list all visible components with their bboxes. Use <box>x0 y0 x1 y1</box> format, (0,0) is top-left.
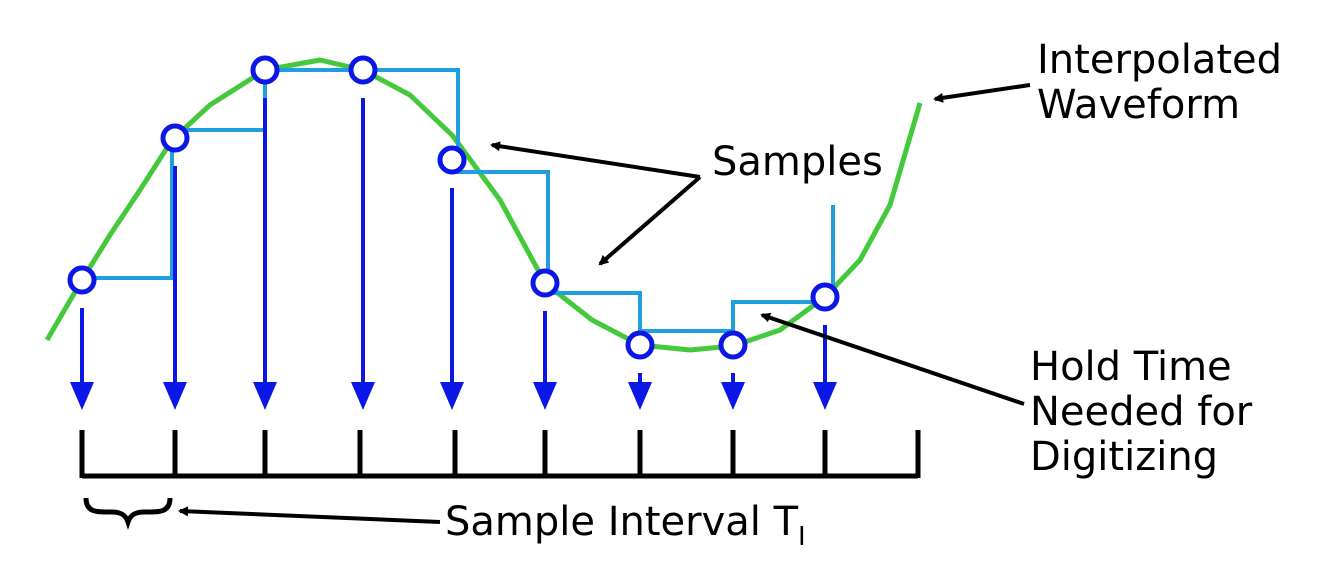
interval-brace <box>83 497 173 530</box>
sample-arrow-head <box>253 382 277 410</box>
samples-label: Samples <box>712 139 883 185</box>
hold-label-line2: Needed for <box>1030 389 1253 435</box>
sample-arrow-head <box>440 382 464 410</box>
sample-point <box>67 265 97 295</box>
waveform-pointer-arrow <box>933 83 1031 103</box>
sample-point <box>437 145 467 175</box>
sample-arrows <box>70 98 837 410</box>
sample-arrow-head <box>70 382 94 410</box>
sample-points <box>67 55 840 360</box>
sample-point <box>250 55 280 85</box>
sample-arrow-head <box>533 382 557 410</box>
sample-arrow-head <box>163 382 187 410</box>
hold-label-line3: Digitizing <box>1030 434 1218 480</box>
interval-pointer-arrow <box>178 506 441 524</box>
interpolated-label-line2: Waveform <box>1037 82 1240 128</box>
sample-and-hold-steps <box>82 68 835 333</box>
sample-arrow-head <box>351 382 375 410</box>
sample-point <box>718 330 748 360</box>
sample-interval-main: Sample Interval T <box>445 499 799 545</box>
sample-interval-ruler <box>79 430 921 479</box>
sample-point <box>160 123 190 153</box>
sample-arrow-head <box>813 382 837 410</box>
sample-point <box>530 268 560 298</box>
hold-label-line1: Hold Time <box>1030 344 1232 390</box>
sample-arrow-head <box>628 382 652 410</box>
sample-point <box>625 330 655 360</box>
sample-interval-subscript: I <box>798 522 806 552</box>
sample-point <box>348 55 378 85</box>
hold-time-pointer-arrow <box>760 312 1025 406</box>
samples-pointer-arrow-upper <box>490 141 701 179</box>
interpolated-label-line1: Interpolated <box>1037 37 1282 83</box>
samples-pointer-arrow-lower <box>598 175 702 266</box>
sample-point <box>810 282 840 312</box>
interpolated-waveform <box>44 57 923 353</box>
sample-arrow-head <box>721 382 745 410</box>
sample-interval-label: Sample Interval TI <box>445 499 806 552</box>
